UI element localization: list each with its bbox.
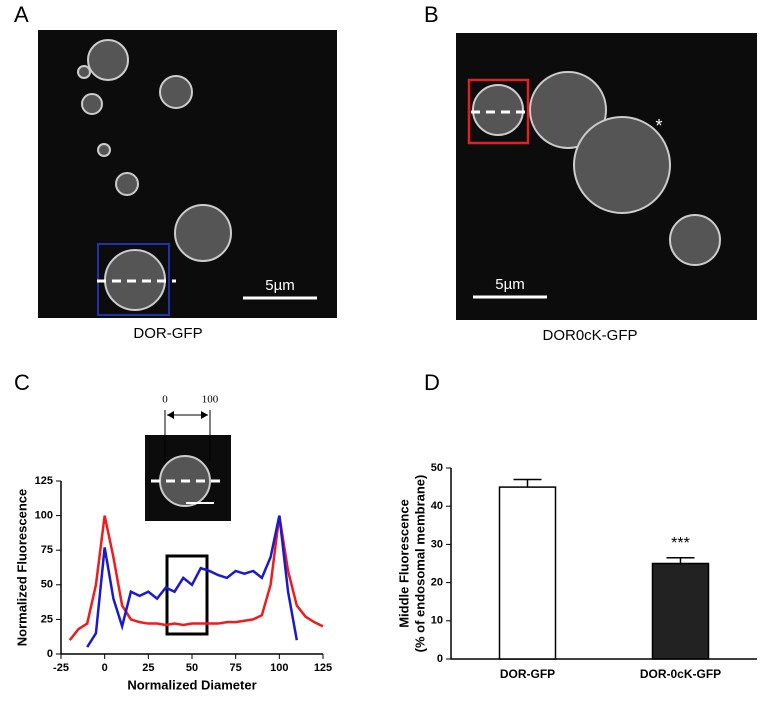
y-tick-label: 0 bbox=[437, 653, 443, 665]
x-tick-label: 75 bbox=[230, 662, 242, 674]
panel-label: A bbox=[14, 2, 29, 27]
micrograph-a: 5µm DOR-GFP bbox=[38, 30, 337, 342]
y-tick-label: 30 bbox=[431, 538, 443, 550]
data-line bbox=[86, 515, 299, 648]
y-axis-title: Normalized Fluorescence bbox=[14, 489, 29, 647]
x-tick-label: 0 bbox=[102, 662, 108, 674]
x-tick-label: 100 bbox=[270, 662, 288, 674]
x-axis-title: Normalized Diameter bbox=[127, 677, 256, 692]
image-caption: DOR0cK-GFP bbox=[542, 327, 637, 344]
y-tick-label: 25 bbox=[41, 613, 53, 625]
y-tick-label: 0 bbox=[47, 648, 53, 660]
y-tick-label: 125 bbox=[35, 475, 53, 487]
scale-label: 5µm bbox=[265, 277, 294, 294]
axes bbox=[60, 481, 323, 655]
y-tick-label: 50 bbox=[431, 462, 443, 474]
bar bbox=[498, 486, 557, 660]
y-tick-label: 50 bbox=[41, 579, 53, 591]
y-tick-label: 20 bbox=[431, 577, 443, 589]
panel-label: B bbox=[424, 2, 439, 27]
marker: * bbox=[655, 116, 662, 136]
panel-label: C bbox=[14, 370, 30, 395]
scale-label: 5µm bbox=[495, 276, 524, 293]
x-tick-label: 25 bbox=[142, 662, 154, 674]
y-tick-label: 100 bbox=[35, 510, 53, 522]
highlight-box bbox=[165, 554, 209, 636]
bar bbox=[651, 562, 710, 660]
y-axis-title: Middle Fluorescence bbox=[396, 499, 411, 628]
axes bbox=[450, 468, 757, 660]
y-tick-label: 40 bbox=[431, 500, 443, 512]
y-tick-label: 10 bbox=[431, 615, 443, 627]
x-tick-label: DOR-GFP bbox=[500, 667, 555, 681]
inset-label: 0 bbox=[162, 394, 168, 406]
x-tick-label: -25 bbox=[53, 662, 69, 674]
panel-label: D bbox=[424, 370, 440, 395]
y-tick-label: 75 bbox=[41, 544, 53, 556]
x-tick-label: DOR-0cK-GFP bbox=[640, 667, 721, 681]
image-caption: DOR-GFP bbox=[133, 325, 202, 342]
x-tick-label: 125 bbox=[314, 662, 332, 674]
micrograph-b: * 5µm DOR0cK-GFP bbox=[456, 33, 757, 344]
y-axis-title: (% of endosomal membrane) bbox=[412, 475, 427, 653]
x-tick-label: 50 bbox=[186, 662, 198, 674]
inset: 0 100 bbox=[145, 394, 231, 521]
annotation: *** bbox=[671, 535, 690, 552]
inset-label: 100 bbox=[202, 394, 219, 406]
